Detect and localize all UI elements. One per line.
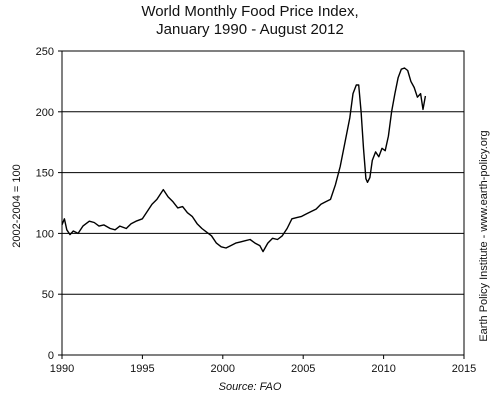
- x-tick-label: 1990: [50, 363, 74, 375]
- x-tick-label: 1995: [130, 363, 154, 375]
- source-note: Source: FAO: [218, 381, 282, 393]
- y-tick-label: 50: [42, 289, 54, 301]
- x-tick-label: 2015: [452, 363, 476, 375]
- series-line-0: [61, 67, 427, 253]
- y-tick-labels: 0 50 100 150 200 250: [36, 46, 54, 362]
- y-tick-label: 0: [48, 350, 54, 362]
- axes: [58, 50, 465, 359]
- x-tick-labels: 1990 1995 2000 2005 2010 2015: [50, 363, 476, 375]
- y-axis-label: 2002-2004 = 100: [11, 164, 23, 248]
- gridlines: [62, 111, 464, 295]
- y-tick-label: 200: [36, 107, 54, 119]
- chart-title-line-1: World Monthly Food Price Index,: [141, 3, 359, 20]
- y-tick-label: 150: [36, 168, 54, 180]
- y-tick-label: 250: [36, 46, 54, 58]
- y-tick-label: 100: [36, 228, 54, 240]
- plot-frame: [61, 50, 465, 356]
- series-lines: [61, 67, 427, 253]
- side-note: Earth Policy Institute - www.earth-polic…: [478, 130, 490, 341]
- chart-title-line-2: January 1990 - August 2012: [156, 21, 344, 38]
- x-tick-label: 2005: [291, 363, 315, 375]
- x-tick-label: 2010: [371, 363, 395, 375]
- x-tick-label: 2000: [211, 363, 235, 375]
